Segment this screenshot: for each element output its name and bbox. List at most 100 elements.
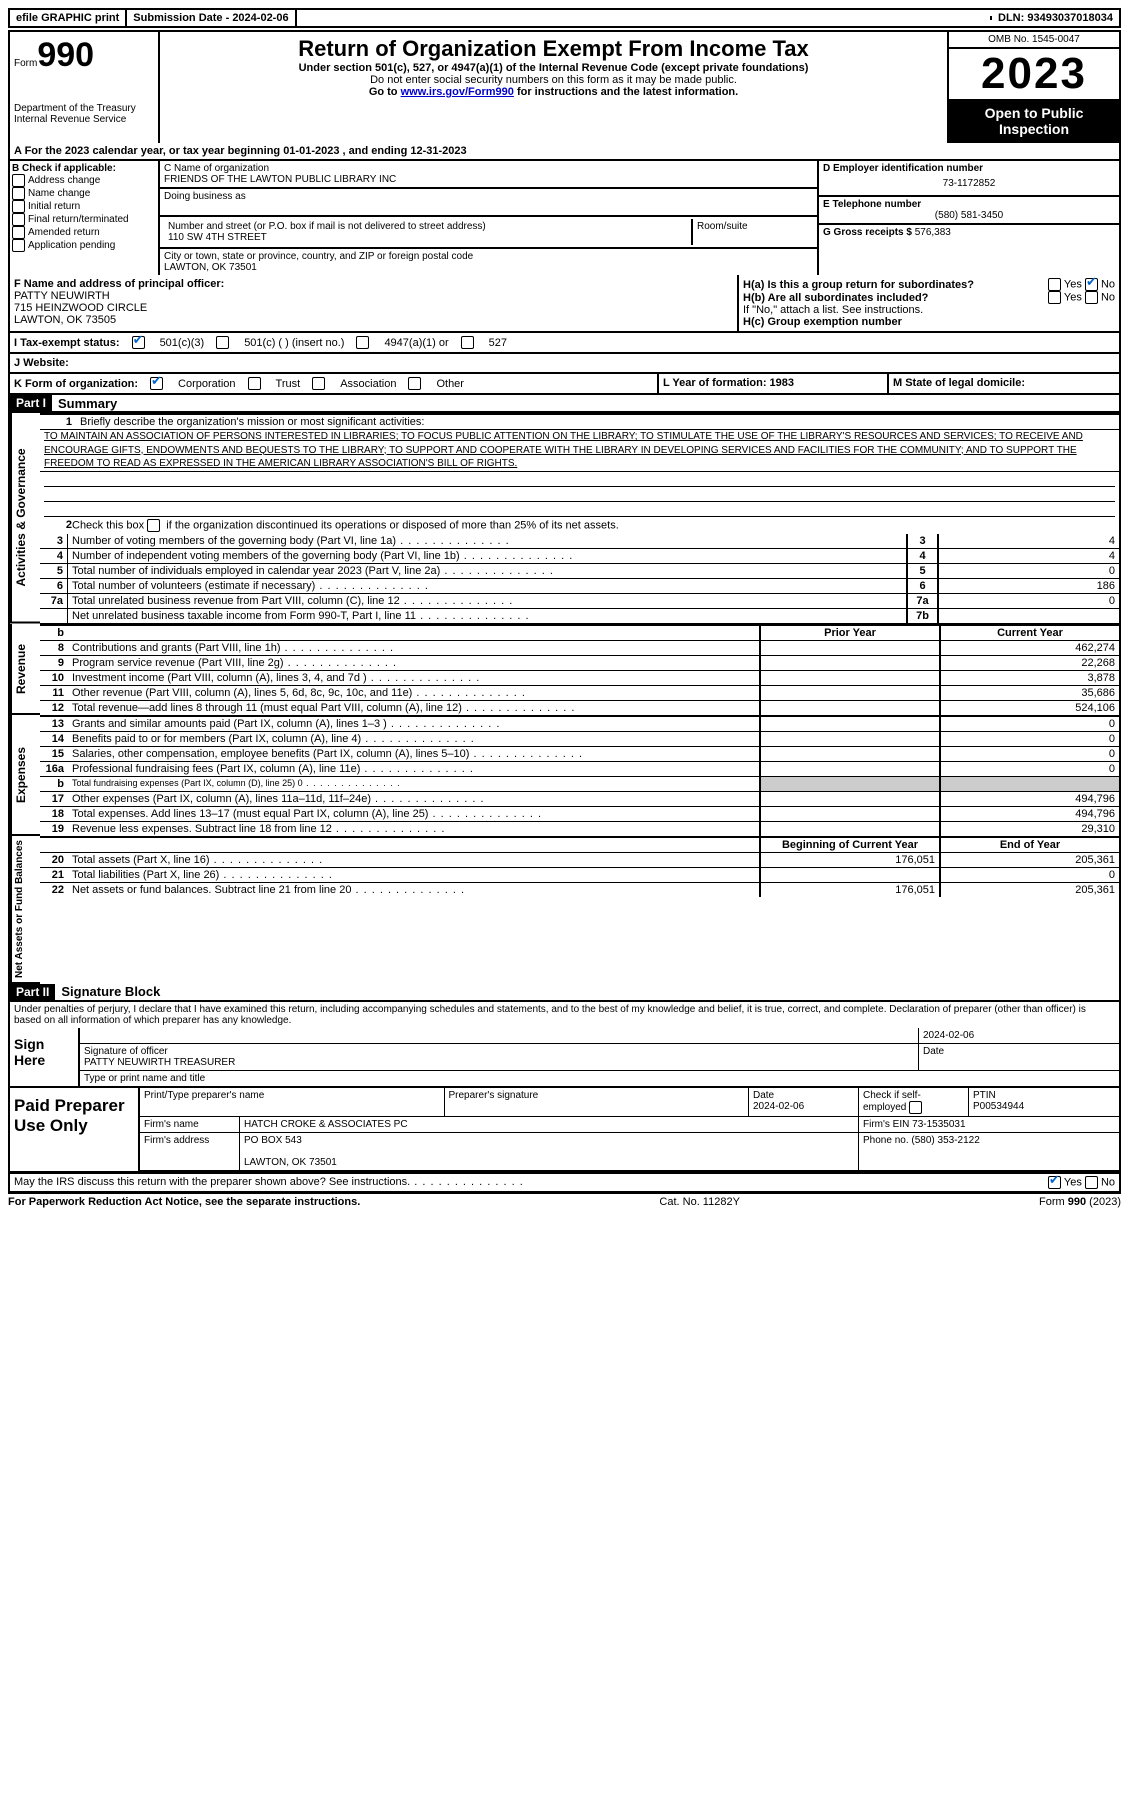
summary-table: Activities & Governance 1 Briefly descri… — [8, 413, 1121, 984]
summary-row: 16aProfessional fundraising fees (Part I… — [40, 762, 1119, 777]
sign-date: 2024-02-06 — [919, 1028, 1119, 1043]
chk-q2[interactable] — [147, 519, 160, 532]
submission-date: Submission Date - 2024-02-06 — [127, 10, 296, 26]
g-label: G Gross receipts $ — [823, 227, 912, 238]
c-name-label: C Name of organization — [164, 163, 813, 174]
b-label-row: b — [40, 626, 68, 640]
summary-row: 12Total revenue—add lines 8 through 11 (… — [40, 701, 1119, 715]
ein-value: 73-1172852 — [823, 174, 1115, 193]
blank-line-1 — [44, 472, 1115, 487]
hb-no[interactable] — [1085, 291, 1098, 304]
summary-row: 6Total number of volunteers (estimate if… — [40, 579, 1119, 594]
prep-h3: Date — [753, 1090, 774, 1101]
hb-label: H(b) Are all subordinates included? — [743, 292, 928, 304]
preparer-block: Paid Preparer Use Only Print/Type prepar… — [8, 1088, 1121, 1173]
chk-amended[interactable] — [12, 226, 25, 239]
q1-label: Briefly describe the organization's miss… — [76, 415, 1119, 429]
chk-assoc[interactable] — [312, 377, 325, 390]
sign-here-label: Sign Here — [10, 1028, 80, 1086]
opt-address: Address change — [28, 175, 100, 186]
chk-501c[interactable] — [216, 336, 229, 349]
city-label: City or town, state or province, country… — [164, 251, 813, 262]
row-j: J Website: — [8, 354, 1121, 374]
ha-label: H(a) Is this a group return for subordin… — [743, 279, 974, 291]
footer-mid: Cat. No. 11282Y — [659, 1196, 740, 1208]
street-label: Number and street (or P.O. box if mail i… — [168, 221, 687, 232]
officer-addr1: 715 HEINZWOOD CIRCLE — [14, 302, 733, 314]
summary-row: 17Other expenses (Part IX, column (A), l… — [40, 792, 1119, 807]
j-label: J Website: — [14, 357, 69, 369]
b-label: B Check if applicable: — [12, 163, 156, 174]
form-number: 990 — [37, 36, 94, 74]
part1-header: Part I Summary — [8, 395, 1121, 413]
subtitle-1: Under section 501(c), 527, or 4947(a)(1)… — [164, 62, 943, 74]
summary-row: 7aTotal unrelated business revenue from … — [40, 594, 1119, 609]
section-fh: F Name and address of principal officer:… — [8, 275, 1121, 333]
q2-post: if the organization discontinued its ope… — [163, 519, 619, 531]
lbl-no: No — [1101, 278, 1115, 290]
officer-sig-name: PATTY NEUWIRTH TREASURER — [84, 1057, 914, 1068]
d-label: D Employer identification number — [823, 163, 1115, 174]
footer-r1: Form — [1039, 1196, 1068, 1208]
part2-tag: Part II — [10, 984, 55, 1000]
footer-r3: (2023) — [1086, 1196, 1121, 1208]
opt-501c3: 501(c)(3) — [160, 337, 205, 349]
section-bcdeg: B Check if applicable: Address change Na… — [8, 161, 1121, 275]
firm-addr2: LAWTON, OK 73501 — [244, 1157, 337, 1168]
org-name: FRIENDS OF THE LAWTON PUBLIC LIBRARY INC — [164, 174, 813, 185]
officer-name: PATTY NEUWIRTH — [14, 290, 733, 302]
opt-trust: Trust — [276, 378, 301, 390]
chk-501c3[interactable] — [132, 336, 145, 349]
efile-label[interactable]: efile GRAPHIC print — [10, 10, 127, 26]
prior-year-hdr: Prior Year — [759, 626, 939, 640]
summary-row: 14Benefits paid to or for members (Part … — [40, 732, 1119, 747]
i-label: I Tax-exempt status: — [14, 337, 120, 349]
chk-trust[interactable] — [248, 377, 261, 390]
summary-row: 15Salaries, other compensation, employee… — [40, 747, 1119, 762]
chk-selfemp[interactable] — [909, 1101, 922, 1114]
blank-line-3 — [44, 502, 1115, 517]
room-label: Room/suite — [693, 219, 813, 245]
chk-corp[interactable] — [150, 377, 163, 390]
vlabel-exp: Expenses — [10, 715, 40, 836]
chk-4947[interactable] — [356, 336, 369, 349]
vlabel-rev: Revenue — [10, 624, 40, 715]
ha-yes[interactable] — [1048, 278, 1061, 291]
chk-initial[interactable] — [12, 200, 25, 213]
ha-no[interactable] — [1085, 278, 1098, 291]
irs-no[interactable] — [1085, 1176, 1098, 1189]
dba-label: Doing business as — [164, 191, 813, 202]
sig-label: Signature of officer — [84, 1046, 914, 1057]
summary-row: 4Number of independent voting members of… — [40, 549, 1119, 564]
chk-address-change[interactable] — [12, 174, 25, 187]
dln: DLN: 93493037018034 — [992, 10, 1119, 26]
opt-corp: Corporation — [178, 378, 235, 390]
preparer-label: Paid Preparer Use Only — [10, 1088, 140, 1171]
irs-yes[interactable] — [1048, 1176, 1061, 1189]
prep-h2: Preparer's signature — [445, 1088, 750, 1116]
phone-value: (580) 581-3450 — [823, 210, 1115, 221]
form-label: Form — [14, 58, 37, 69]
chk-pending[interactable] — [12, 239, 25, 252]
hb-yes[interactable] — [1048, 291, 1061, 304]
chk-final[interactable] — [12, 213, 25, 226]
row-a-period: A For the 2023 calendar year, or tax yea… — [8, 143, 1121, 161]
chk-other[interactable] — [408, 377, 421, 390]
l-label: L Year of formation: 1983 — [663, 377, 794, 389]
vlabel-net: Net Assets or Fund Balances — [10, 836, 40, 984]
declaration: Under penalties of perjury, I declare th… — [8, 1002, 1121, 1028]
firm-phone-label: Phone no. — [863, 1135, 909, 1146]
chk-527[interactable] — [461, 336, 474, 349]
opt-amended: Amended return — [28, 227, 100, 238]
opt-527: 527 — [489, 337, 507, 349]
eoy-hdr: End of Year — [939, 838, 1119, 852]
part1-tag: Part I — [10, 395, 52, 411]
firm-name: HATCH CROKE & ASSOCIATES PC — [240, 1117, 859, 1132]
summary-row: 3Number of voting members of the governi… — [40, 534, 1119, 549]
lbl-no3: No — [1101, 1176, 1115, 1188]
part2-header: Part II Signature Block — [8, 984, 1121, 1002]
irs-link[interactable]: www.irs.gov/Form990 — [401, 86, 514, 98]
chk-name-change[interactable] — [12, 187, 25, 200]
opt-pending: Application pending — [28, 240, 115, 251]
opt-assoc: Association — [340, 378, 396, 390]
